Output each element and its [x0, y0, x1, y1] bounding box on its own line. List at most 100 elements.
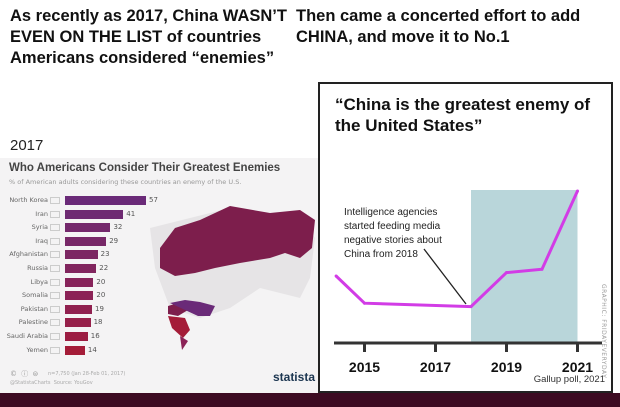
data-point — [576, 189, 579, 193]
country-label: Palestine — [18, 318, 48, 327]
bar — [65, 332, 88, 341]
bar-value-label: 19 — [95, 304, 104, 313]
statista-source-text: Source: YouGov — [53, 380, 93, 386]
statista-subtitle: % of American adults considering these c… — [9, 178, 242, 186]
bar-value-label: 29 — [109, 236, 119, 245]
map-somalia — [180, 336, 188, 350]
bar-row: Yemen 14 — [0, 345, 200, 356]
country-flag-icon — [50, 278, 60, 286]
bar-value-label: 14 — [87, 345, 97, 354]
bottom-border-strip — [0, 393, 620, 407]
map-russia — [160, 206, 315, 276]
gallup-line-chart: “China is the greatest enemy of the Unit… — [318, 82, 613, 393]
bar — [65, 196, 146, 205]
bar — [65, 291, 94, 301]
headline-right: Then came a concerted effort to add CHIN… — [296, 7, 581, 46]
bar-row: Iraq 29 — [0, 236, 200, 247]
statista-footnote: n=7,750 (Jan 28-Feb 01, 2017) — [48, 371, 126, 377]
bar — [65, 345, 85, 355]
country-flag-icon — [50, 292, 60, 300]
map-libya — [168, 303, 188, 316]
bar — [65, 236, 107, 246]
country-label: Libya — [30, 277, 48, 286]
bar-value-label: 22 — [99, 264, 109, 272]
annotation-line: negative stories about — [344, 235, 442, 246]
country-label: Iraq — [35, 236, 48, 245]
data-point — [469, 305, 473, 309]
statista-source: @StatistaCharts Source: YouGov — [10, 380, 93, 386]
country-label: Somalia — [21, 291, 48, 300]
data-point — [363, 301, 366, 305]
bar — [65, 264, 97, 273]
line-chart-title: “China is the greatest enemy of the Unit… — [335, 95, 591, 135]
map-saudi-yemen — [168, 316, 190, 338]
bar-value-label: 41 — [126, 209, 136, 218]
country-flag-icon — [50, 237, 60, 245]
country-flag-icon — [50, 224, 60, 232]
country-label: Afghanistan — [9, 250, 48, 259]
statista-handle: @StatistaCharts — [10, 380, 51, 386]
bar-row: Somalia 20 — [0, 290, 200, 301]
bar-value-label: 16 — [90, 332, 100, 340]
shaded-period — [471, 190, 578, 342]
country-flag-icon — [50, 305, 60, 313]
country-label: Yemen — [26, 345, 48, 354]
bar-value-label: 32 — [113, 223, 123, 232]
series-line — [335, 190, 579, 309]
statista-title: Who Americans Consider Their Greatest En… — [9, 162, 281, 174]
bar-value-label: 20 — [96, 277, 106, 286]
country-label: Iran — [35, 209, 48, 218]
annotation-line: China from 2018 — [344, 249, 418, 260]
bar-value-label: 18 — [93, 318, 103, 327]
country-label: Syria — [31, 223, 48, 232]
statista-enemies-chart: Who Americans Consider Their Greatest En… — [0, 158, 320, 393]
x-tick-label: 2019 — [491, 359, 522, 375]
graphic-credit: GRAPHIC: FRIDAYEVERYDAY — [600, 284, 607, 379]
bar-row: Pakistan 19 — [0, 304, 200, 315]
country-label: Saudi Arabia — [6, 332, 48, 340]
x-tick-label: 2021 — [562, 359, 593, 375]
data-point — [505, 271, 508, 275]
bar-row: North Korea 57 — [0, 195, 200, 206]
annotation-line: started feeding media — [344, 221, 441, 232]
x-tick-label: 2015 — [349, 359, 380, 375]
year-label: 2017 — [10, 137, 44, 154]
x-tick-label: 2017 — [420, 359, 451, 375]
bar-row: Libya 20 — [0, 277, 200, 288]
data-point — [334, 274, 338, 278]
annotation-pointer — [423, 248, 467, 305]
bar-row: Iran 41 — [0, 209, 200, 220]
bar-row: Syria 32 — [0, 222, 200, 233]
headline-left: As recently as 2017, China WASN’T EVEN O… — [10, 7, 287, 67]
statista-logo: statista — [272, 370, 315, 384]
annotation-text: Intelligence agencies started feeding me… — [344, 206, 442, 262]
bar-value-label: 20 — [96, 291, 106, 300]
country-flag-icon — [50, 251, 60, 259]
bar-row: Palestine 18 — [0, 317, 200, 328]
country-flag-icon — [50, 197, 60, 204]
map-iran-syria — [170, 300, 215, 316]
bar-row: Russia 22 — [0, 263, 200, 274]
bar — [65, 318, 91, 328]
bar-row: Saudi Arabia 16 — [0, 331, 200, 342]
country-flag-icon — [50, 346, 60, 354]
annotation-line: Intelligence agencies — [344, 207, 438, 218]
country-flag-icon — [50, 319, 60, 327]
data-point — [540, 267, 544, 271]
bar — [65, 250, 98, 260]
license-icons: © ⓘ ⊜ — [10, 370, 40, 378]
bar — [65, 304, 92, 314]
bar-row: Afghanistan 23 — [0, 249, 200, 260]
bar — [65, 277, 94, 287]
line-chart-plot: 2015 2017 2019 2021 — [334, 189, 602, 375]
world-map — [150, 206, 315, 350]
country-label: Russia — [27, 264, 48, 272]
country-flag-icon — [50, 265, 60, 272]
bar-value-label: 57 — [149, 196, 158, 204]
bar-value-label: 23 — [100, 250, 110, 259]
country-label: Pakistan — [20, 304, 48, 313]
gallup-source: Gallup poll, 2021 — [533, 374, 605, 385]
country-flag-icon — [50, 210, 60, 218]
bar — [65, 223, 111, 233]
country-label: North Korea — [9, 196, 48, 204]
